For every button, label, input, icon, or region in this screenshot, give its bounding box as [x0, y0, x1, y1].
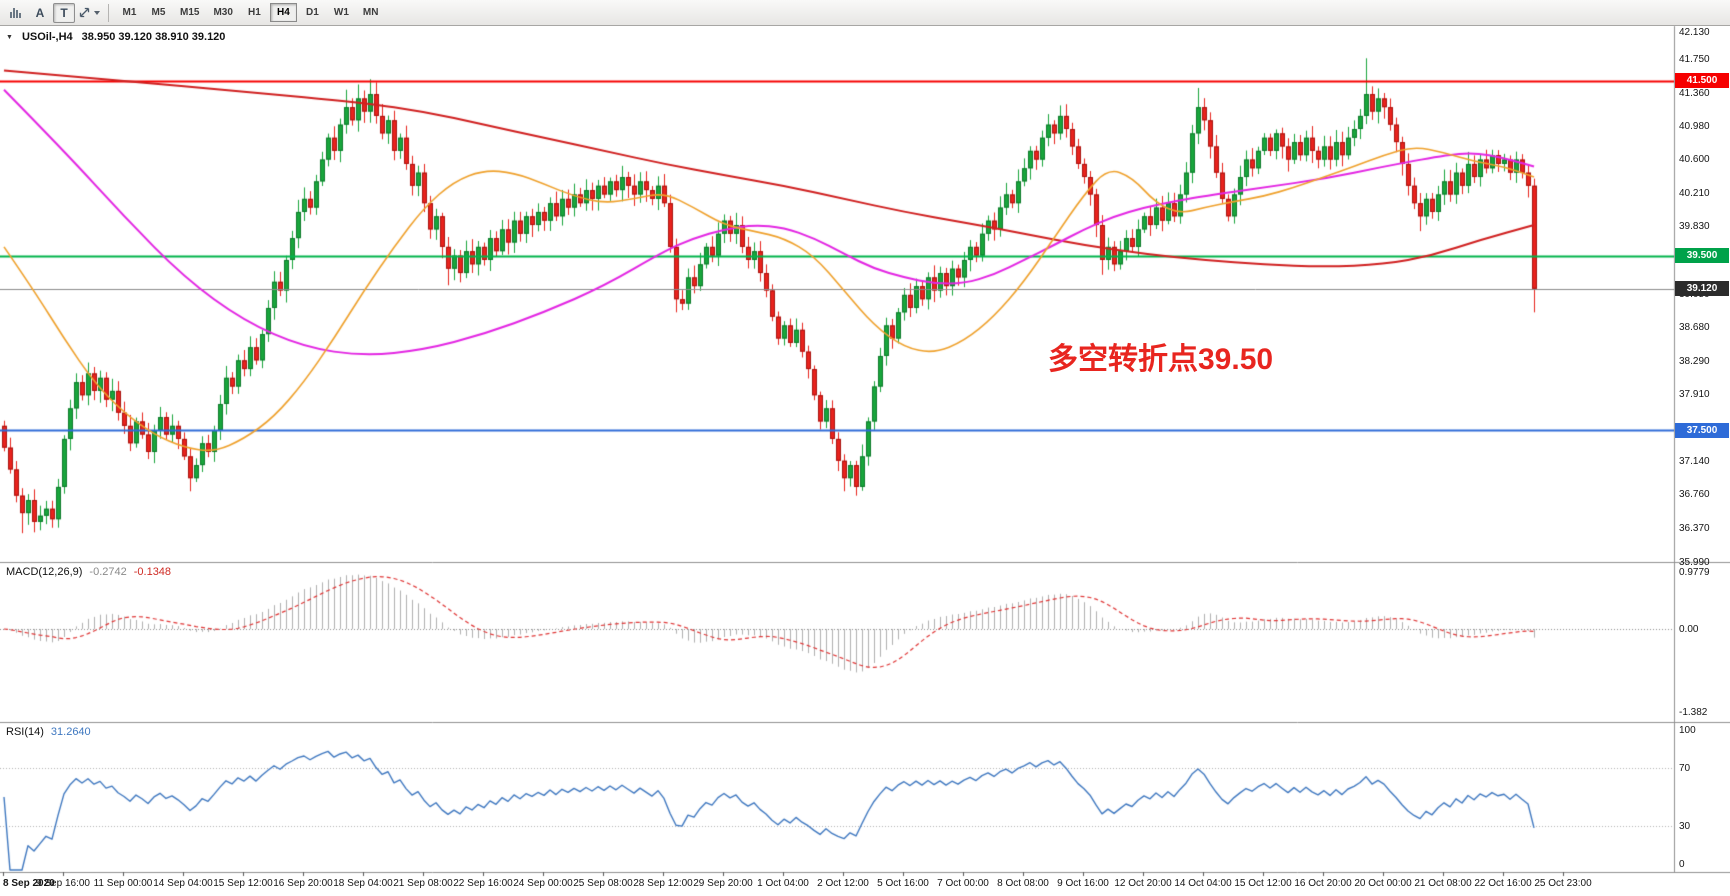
toolbar: A T M1 M5 M15 M30 H1 H4 D1 W1 MN	[0, 0, 1730, 26]
time-axis-label: 14 Oct 04:00	[1174, 878, 1232, 889]
time-axis-label: 11 Sep 00:00	[93, 878, 153, 889]
time-axis-label: 21 Sep 08:00	[393, 878, 453, 889]
price-axis-label: 37.140	[1679, 456, 1710, 468]
chart-bars-icon	[10, 8, 21, 18]
time-axis-label: 8 Sep 2020	[3, 878, 55, 889]
time-axis-label: 2 Oct 12:00	[817, 878, 869, 889]
symbol-label: USOil-,H4	[21, 31, 73, 43]
price-axis-label: 39.830	[1679, 221, 1710, 233]
price-axis[interactable]	[1674, 26, 1730, 872]
price-axis-label: 41.750	[1679, 53, 1710, 65]
timeframe-w1-button[interactable]: W1	[333, 7, 349, 18]
price-axis-label: 40.210	[1679, 188, 1710, 200]
price-tag-39.500: 39.500	[1675, 248, 1729, 264]
rsi-axis-label: 70	[1679, 762, 1691, 774]
price-axis-label: 38.290	[1679, 355, 1710, 367]
macd-axis-label: -1.382	[1679, 707, 1708, 718]
a-tool-label: A	[35, 5, 45, 20]
time-axis-label: 22 Sep 16:00	[453, 878, 513, 889]
timeframe-h1-button[interactable]: H1	[248, 7, 261, 18]
macd-signal-value: -0.1348	[133, 566, 172, 578]
time-axis-label: 16 Sep 20:00	[273, 878, 333, 889]
cursor-arrows-icon	[79, 7, 90, 18]
rsi-axis-label: 0	[1679, 859, 1685, 870]
rsi-value: 31.2640	[50, 726, 91, 738]
time-axis-label: 20 Oct 00:00	[1354, 878, 1412, 889]
timeframe-h4-button[interactable]: H4	[269, 3, 297, 22]
time-axis-label: 15 Oct 12:00	[1234, 878, 1292, 889]
price-axis-label: 40.980	[1679, 120, 1710, 132]
timeframe-group: M1 M5 M15 M30 H1 H4 D1 W1 MN	[115, 3, 385, 22]
annotation-text: 多空转折点39.50	[1048, 343, 1274, 376]
macd-main-value: -0.2742	[89, 566, 127, 578]
time-axis-label: 25 Oct 23:00	[1534, 878, 1592, 889]
time-axis-label: 1 Oct 04:00	[757, 878, 809, 889]
ohlc-values: 38.950 39.120 38.910 39.120	[81, 31, 226, 43]
time-axis-label: 22 Oct 16:00	[1474, 878, 1532, 889]
time-axis-label: 29 Sep 20:00	[693, 878, 753, 889]
price-tag-39.120: 39.120	[1675, 281, 1729, 297]
time-axis-label: 9 Oct 16:00	[1057, 878, 1109, 889]
time-axis-label: 14 Sep 04:00	[153, 878, 213, 889]
a-tool-button[interactable]: A	[29, 3, 51, 23]
time-axis-label: 7 Oct 00:00	[937, 878, 989, 889]
rsi-title: RSI(14)	[6, 726, 44, 738]
time-axis-label: 24 Sep 00:00	[513, 878, 573, 889]
rsi-axis-label: 30	[1679, 821, 1691, 833]
price-axis-label: 38.680	[1679, 321, 1710, 333]
rsi-label: RSI(14) 31.2640	[6, 726, 91, 738]
time-axis-label: 5 Oct 16:00	[877, 878, 929, 889]
price-tag-41.500: 41.500	[1675, 73, 1729, 89]
price-axis-label: 36.760	[1679, 489, 1710, 501]
price-axis-label: 35.990	[1679, 556, 1710, 568]
time-axis-label: 15 Sep 12:00	[213, 878, 273, 889]
chart-header: ▼ USOil-,H4 38.950 39.120 38.910 39.120	[6, 31, 225, 43]
macd-label: MACD(12,26,9) -0.2742 -0.1348	[6, 566, 171, 578]
time-axis-label: 8 Oct 08:00	[997, 878, 1049, 889]
dropdown-caret-icon	[94, 10, 100, 15]
price-tag-37.500: 37.500	[1675, 422, 1729, 438]
symbol-dropdown-icon[interactable]: ▼	[6, 34, 13, 41]
rsi-axis-label: 100	[1679, 725, 1696, 736]
time-axis-label: 12 Oct 20:00	[1114, 878, 1172, 889]
macd-axis-label: 0.9779	[1679, 567, 1710, 578]
text-tool-button[interactable]: T	[53, 2, 75, 23]
chart-bars-button[interactable]	[5, 3, 27, 23]
price-axis-label: 37.910	[1679, 388, 1710, 400]
macd-axis-label: 0.00	[1679, 623, 1699, 635]
price-axis-label: 40.600	[1679, 154, 1710, 166]
timeframe-d1-button[interactable]: D1	[306, 7, 319, 18]
toolbar-separator	[108, 3, 109, 22]
time-axis-label: 25 Sep 08:00	[573, 878, 633, 889]
timeframe-m5-button[interactable]: M5	[151, 7, 166, 18]
cursor-tool-button[interactable]	[77, 3, 101, 23]
timeframe-mn-button[interactable]: MN	[362, 7, 379, 18]
timeframe-m15-button[interactable]: M15	[180, 7, 200, 18]
price-axis-label: 41.360	[1679, 87, 1710, 99]
timeframe-m1-button[interactable]: M1	[122, 7, 137, 18]
timeframe-m30-button[interactable]: M30	[213, 7, 233, 18]
time-axis-label: 9 Sep 16:00	[36, 878, 90, 889]
price-axis-label: 36.370	[1679, 523, 1710, 535]
time-axis-label: 18 Sep 04:00	[333, 878, 393, 889]
time-axis-label: 16 Oct 20:00	[1294, 878, 1352, 889]
time-axis-label: 28 Sep 12:00	[633, 878, 693, 889]
price-axis-label: 42.130	[1679, 27, 1710, 38]
time-axis-label: 21 Oct 08:00	[1414, 878, 1472, 889]
macd-title: MACD(12,26,9)	[6, 566, 83, 578]
text-tool-label: T	[60, 5, 68, 20]
